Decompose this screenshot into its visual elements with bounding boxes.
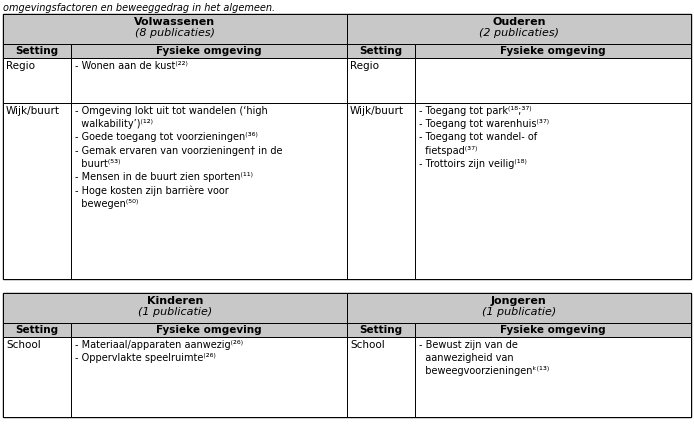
Bar (71, 337, 347, 417)
Text: Fysieke omgeving: Fysieke omgeving (500, 325, 606, 335)
Bar (3, 337, 71, 417)
Text: - Omgeving lokt uit tot wandelen (‘high
  walkability’)⁽¹²⁾
- Goede toegang tot : - Omgeving lokt uit tot wandelen (‘high … (75, 106, 282, 209)
Bar (71, 58, 347, 103)
Text: Jongeren: Jongeren (491, 296, 547, 306)
Bar (415, 58, 691, 103)
Bar (415, 103, 691, 279)
Text: Setting: Setting (359, 46, 403, 56)
Text: - Toegang tot park⁽¹⁸;³⁷⁾
- Toegang tot warenhuis⁽³⁷⁾
- Toegang tot wandel- of
 : - Toegang tot park⁽¹⁸;³⁷⁾ - Toegang tot … (419, 106, 549, 169)
Text: (8 publicaties): (8 publicaties) (135, 28, 215, 38)
Bar (3, 323, 71, 337)
Bar (3, 103, 71, 279)
Text: Volwassenen: Volwassenen (135, 17, 216, 27)
Bar (347, 14, 691, 44)
Text: Regio: Regio (6, 61, 35, 71)
Bar (3, 293, 691, 417)
Bar (3, 58, 71, 103)
Bar (347, 44, 415, 58)
Bar (3, 293, 347, 323)
Bar (415, 323, 691, 337)
Text: Fysieke omgeving: Fysieke omgeving (156, 325, 262, 335)
Text: (2 publicaties): (2 publicaties) (479, 28, 559, 38)
Text: Setting: Setting (15, 325, 58, 335)
Bar (3, 44, 71, 58)
Text: School: School (6, 340, 41, 350)
Bar (71, 323, 347, 337)
Text: Kinderen: Kinderen (147, 296, 203, 306)
Bar (3, 14, 347, 44)
Text: Setting: Setting (15, 46, 58, 56)
Text: Ouderen: Ouderen (492, 17, 545, 27)
Bar (347, 323, 415, 337)
Bar (347, 293, 691, 323)
Text: - Bewust zijn van de
  aanwezigheid van
  beweegvoorzieningenᵏ⁽¹³⁾: - Bewust zijn van de aanwezigheid van be… (419, 340, 549, 376)
Text: Fysieke omgeving: Fysieke omgeving (156, 46, 262, 56)
Text: - Wonen aan de kust⁽²²⁾: - Wonen aan de kust⁽²²⁾ (75, 61, 188, 71)
Text: School: School (350, 340, 384, 350)
Bar (415, 337, 691, 417)
Text: - Materiaal/apparaten aanwezig⁽²⁶⁾
- Oppervlakte speelruimte⁽²⁶⁾: - Materiaal/apparaten aanwezig⁽²⁶⁾ - Opp… (75, 340, 243, 363)
Text: Setting: Setting (359, 325, 403, 335)
Bar (71, 44, 347, 58)
Text: Wijk/buurt: Wijk/buurt (6, 106, 60, 116)
Bar (347, 337, 415, 417)
Bar (347, 58, 415, 103)
Text: Wijk/buurt: Wijk/buurt (350, 106, 404, 116)
Text: omgevingsfactoren en beweeggedrag in het algemeen.: omgevingsfactoren en beweeggedrag in het… (3, 3, 275, 13)
Text: (1 publicatie): (1 publicatie) (138, 307, 212, 317)
Bar (347, 103, 415, 279)
Text: Regio: Regio (350, 61, 379, 71)
Text: (1 publicatie): (1 publicatie) (482, 307, 556, 317)
Text: Fysieke omgeving: Fysieke omgeving (500, 46, 606, 56)
Bar (71, 103, 347, 279)
Bar (3, 14, 691, 279)
Bar (415, 44, 691, 58)
